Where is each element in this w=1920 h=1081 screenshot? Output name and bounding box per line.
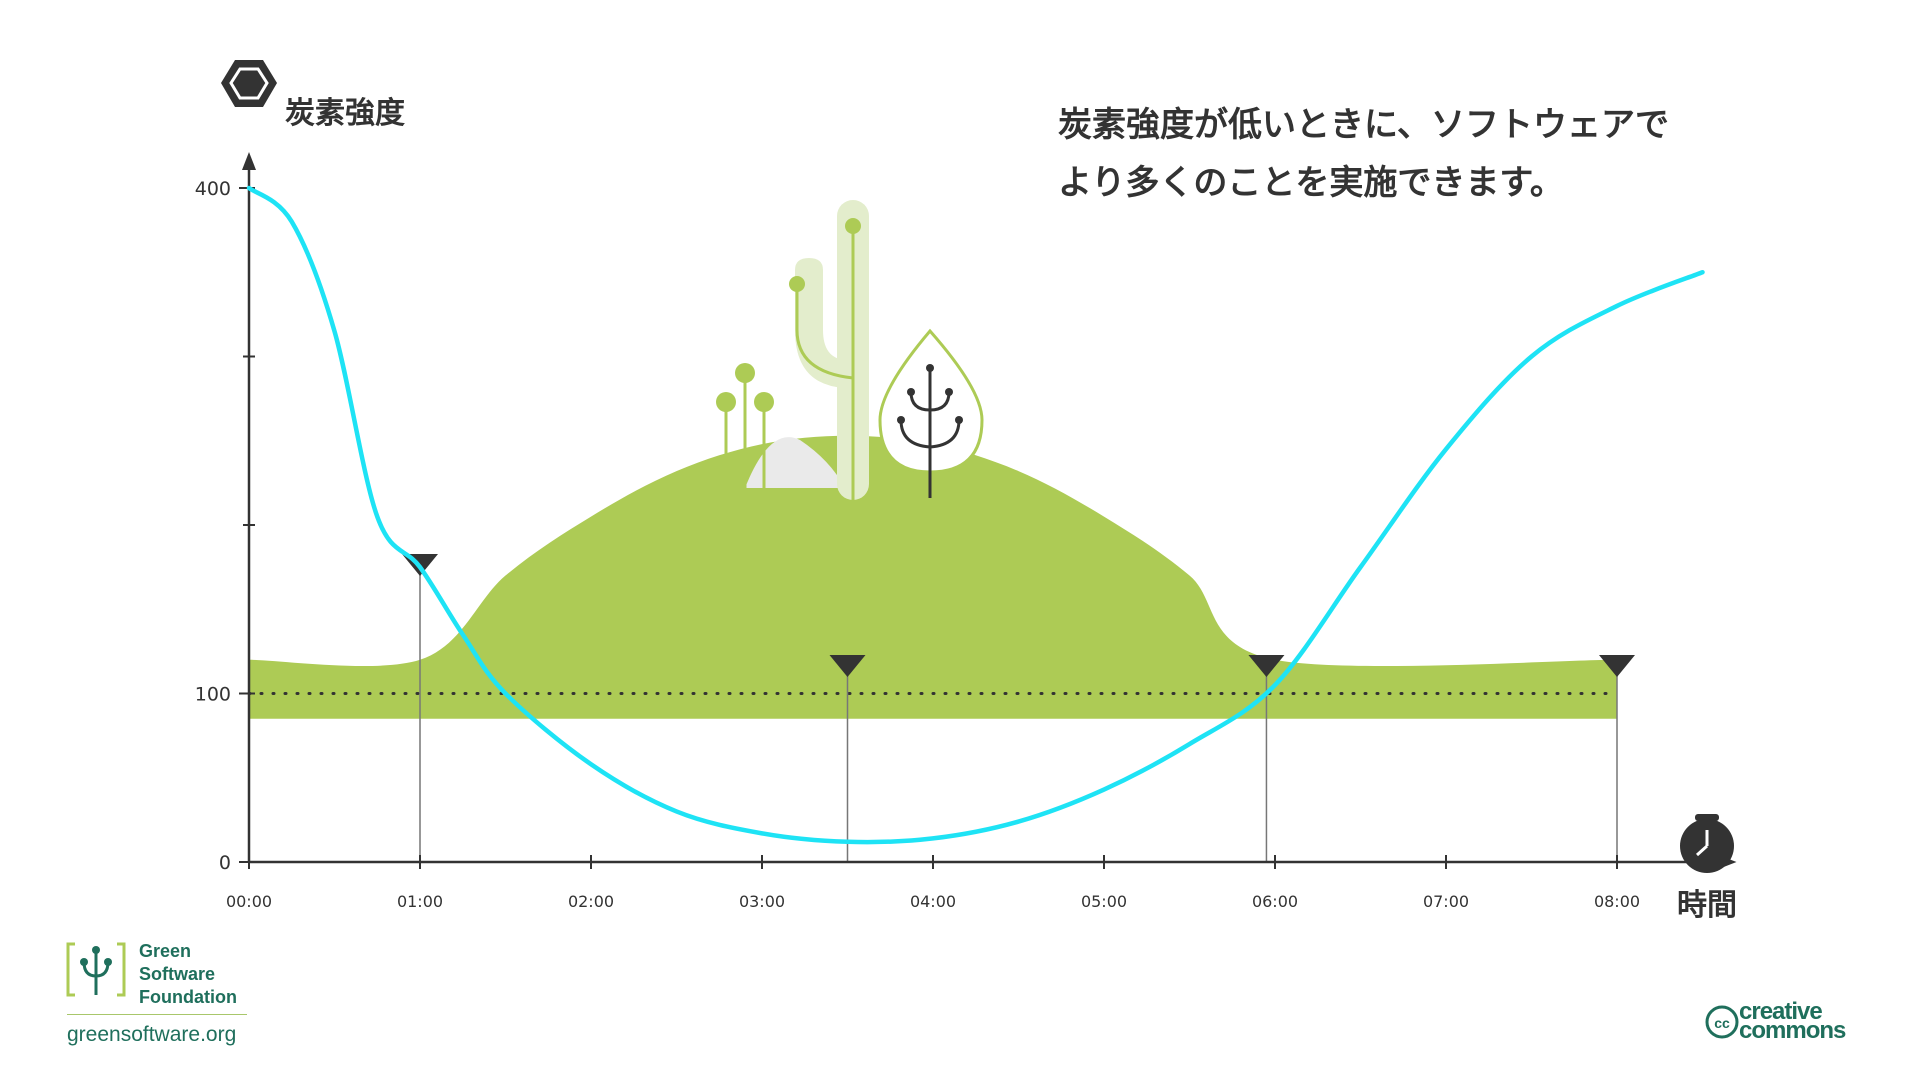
y-tick-label: 0	[219, 852, 231, 874]
cc-logo-text: creative commons	[1739, 998, 1846, 1044]
carbon-intensity-series	[246, 185, 1705, 845]
headline-line-2: より多くのことを実施できます。	[1058, 163, 1564, 203]
gsf-logo-icon	[66, 942, 126, 997]
marker-triangle	[1599, 655, 1635, 677]
cc-line-2: commons	[1739, 1017, 1846, 1044]
y-tick-label: 100	[195, 684, 231, 706]
x-tick-label: 01:00	[397, 892, 443, 911]
cc-line-1: creative	[1739, 998, 1823, 1025]
gsf-divider	[67, 1014, 247, 1015]
hexagon-icon	[221, 60, 277, 107]
gsf-line-3: Foundation	[139, 987, 237, 1007]
x-tick-label: 05:00	[1081, 892, 1127, 911]
x-tick-label: 00:00	[226, 892, 272, 911]
series-layer	[246, 185, 1705, 845]
grey-hill-icon	[745, 437, 845, 488]
tree-illustration	[878, 328, 984, 498]
cactus-illustration	[789, 200, 869, 500]
y-axis-arrow	[242, 152, 256, 170]
gsf-line-2: Software	[139, 964, 216, 984]
x-tick-label: 04:00	[910, 892, 956, 911]
marker-layer	[402, 554, 1635, 862]
marker-triangle	[829, 655, 866, 677]
gsf-line-1: Green	[139, 941, 192, 961]
stopwatch-icon	[1680, 814, 1734, 873]
illustration	[716, 200, 984, 510]
marker-triangle	[1248, 655, 1285, 677]
hill-layer	[249, 435, 1617, 719]
x-tick-label: 07:00	[1423, 892, 1469, 911]
y-axis-title: 炭素強度	[285, 96, 405, 131]
x-tick-label: 02:00	[568, 892, 614, 911]
cc-badge-text: cc	[1714, 1015, 1730, 1031]
tick-label-layer: 0 100 400 00:00 01:00 02:00 03:00 04:00 05:00 06:…	[195, 178, 1640, 911]
x-tick-label: 03:00	[739, 892, 785, 911]
gsf-url-link[interactable]: greensoftware.org	[67, 1023, 237, 1046]
x-tick-label: 08:00	[1594, 892, 1640, 911]
gsf-logo-text: Green Software Foundation	[139, 940, 237, 1009]
headline-line-1: 炭素強度が低いときに、ソフトウェアで	[1058, 105, 1669, 145]
headline: 炭素強度が低いときに、ソフトウェアで より多くのことを実施できます。	[1058, 96, 1878, 212]
y-tick-label: 400	[195, 178, 231, 200]
x-tick-label: 06:00	[1252, 892, 1298, 911]
x-axis-title: 時間	[1677, 888, 1737, 923]
plant-illustration	[716, 363, 774, 510]
hill-area	[249, 435, 1617, 719]
cc-logo-icon: cc	[1705, 1005, 1739, 1039]
